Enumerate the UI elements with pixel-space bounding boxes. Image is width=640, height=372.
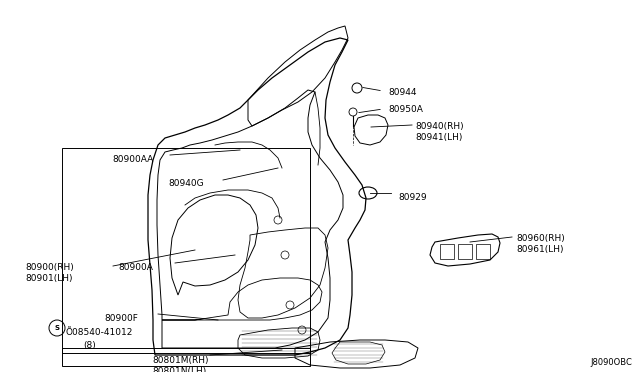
- Text: J8090OBC: J8090OBC: [590, 358, 632, 367]
- Bar: [62, 148, 310, 353]
- Text: 80901(LH): 80901(LH): [25, 274, 72, 283]
- Text: 80900(RH): 80900(RH): [25, 263, 74, 272]
- Bar: [476, 244, 490, 259]
- Text: 80900A: 80900A: [118, 263, 153, 272]
- Text: S: S: [54, 325, 60, 331]
- Text: 80900AA: 80900AA: [112, 155, 153, 164]
- Text: 80801M(RH): 80801M(RH): [152, 356, 209, 365]
- Text: 80900F: 80900F: [104, 314, 138, 323]
- Bar: [440, 244, 454, 259]
- Text: 80944: 80944: [388, 88, 417, 97]
- Text: 80801N(LH): 80801N(LH): [152, 367, 206, 372]
- Text: 80960(RH): 80960(RH): [516, 234, 564, 243]
- Text: (8): (8): [83, 341, 96, 350]
- Text: 80961(LH): 80961(LH): [516, 245, 563, 254]
- Text: 80940(RH): 80940(RH): [415, 122, 463, 131]
- Text: Õ08540-41012: Õ08540-41012: [65, 328, 132, 337]
- Bar: [458, 244, 472, 259]
- Bar: [62, 348, 310, 366]
- Text: 80929: 80929: [398, 193, 427, 202]
- Text: 80950A: 80950A: [388, 105, 423, 114]
- Text: 80940G: 80940G: [168, 179, 204, 188]
- Text: 80941(LH): 80941(LH): [415, 133, 462, 142]
